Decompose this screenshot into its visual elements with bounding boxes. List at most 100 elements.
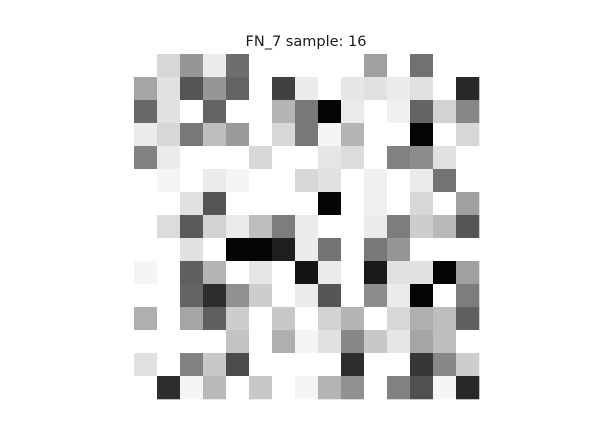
heatmap-cell-r4-c8: [318, 146, 342, 170]
heatmap-cell-r8-c14: [456, 238, 480, 262]
heatmap-cell-r0-c10: [364, 54, 388, 78]
heatmap-cell-r11-c2: [180, 307, 204, 331]
heatmap-cell-r8-c6: [272, 238, 296, 262]
heatmap-cell-r0-c2: [180, 54, 204, 78]
heatmap-cell-r1-c8: [318, 77, 342, 101]
heatmap-cell-r2-c10: [364, 100, 388, 124]
heatmap-cell-r1-c2: [180, 77, 204, 101]
heatmap-cell-r5-c12: [410, 169, 434, 193]
heatmap-cell-r5-c3: [203, 169, 227, 193]
heatmap-cell-r2-c3: [203, 100, 227, 124]
heatmap-cell-r2-c0: [134, 100, 158, 124]
heatmap-cell-r2-c14: [456, 100, 480, 124]
heatmap-cell-r13-c0: [134, 353, 158, 377]
heatmap-cell-r7-c11: [387, 215, 411, 239]
heatmap-cell-r10-c0: [134, 284, 158, 308]
heatmap-cell-r3-c10: [364, 123, 388, 147]
heatmap-cell-r3-c0: [134, 123, 158, 147]
heatmap-cell-r12-c11: [387, 330, 411, 354]
heatmap-cell-r6-c5: [249, 192, 273, 216]
heatmap-cell-r11-c1: [157, 307, 181, 331]
heatmap-cell-r0-c12: [410, 54, 434, 78]
heatmap-cell-r2-c9: [341, 100, 365, 124]
heatmap-cell-r0-c13: [433, 54, 457, 78]
heatmap-cell-r13-c6: [272, 353, 296, 377]
heatmap-cell-r9-c14: [456, 261, 480, 285]
heatmap-cell-r8-c3: [203, 238, 227, 262]
heatmap-cell-r10-c1: [157, 284, 181, 308]
heatmap-cell-r4-c3: [203, 146, 227, 170]
heatmap-cell-r13-c12: [410, 353, 434, 377]
heatmap-cell-r5-c6: [272, 169, 296, 193]
heatmap-cell-r14-c4: [226, 376, 250, 400]
heatmap-cell-r4-c10: [364, 146, 388, 170]
heatmap-cell-r14-c1: [157, 376, 181, 400]
heatmap-cell-r7-c9: [341, 215, 365, 239]
heatmap-cell-r5-c13: [433, 169, 457, 193]
heatmap-cell-r7-c12: [410, 215, 434, 239]
heatmap-cell-r4-c0: [134, 146, 158, 170]
heatmap-cell-r2-c12: [410, 100, 434, 124]
heatmap-cell-r3-c4: [226, 123, 250, 147]
heatmap-cell-r0-c11: [387, 54, 411, 78]
heatmap-cell-r8-c0: [134, 238, 158, 262]
heatmap-cell-r11-c4: [226, 307, 250, 331]
heatmap-cell-r6-c1: [157, 192, 181, 216]
heatmap-cell-r14-c2: [180, 376, 204, 400]
heatmap-cell-r11-c0: [134, 307, 158, 331]
heatmap-cell-r5-c0: [134, 169, 158, 193]
heatmap-cell-r0-c6: [272, 54, 296, 78]
heatmap-cell-r7-c1: [157, 215, 181, 239]
heatmap-cell-r9-c7: [295, 261, 319, 285]
heatmap-cell-r3-c6: [272, 123, 296, 147]
heatmap-cell-r10-c11: [387, 284, 411, 308]
heatmap-cell-r5-c4: [226, 169, 250, 193]
heatmap-cell-r0-c0: [134, 54, 158, 78]
heatmap-cell-r8-c1: [157, 238, 181, 262]
heatmap-cell-r4-c6: [272, 146, 296, 170]
heatmap-cell-r8-c12: [410, 238, 434, 262]
heatmap-cell-r6-c2: [180, 192, 204, 216]
heatmap-cell-r2-c13: [433, 100, 457, 124]
heatmap-cell-r6-c0: [134, 192, 158, 216]
heatmap-cell-r13-c10: [364, 353, 388, 377]
heatmap-cell-r3-c11: [387, 123, 411, 147]
heatmap-cell-r11-c9: [341, 307, 365, 331]
heatmap-cell-r9-c10: [364, 261, 388, 285]
heatmap-cell-r4-c11: [387, 146, 411, 170]
heatmap-cell-r4-c14: [456, 146, 480, 170]
heatmap-cell-r13-c4: [226, 353, 250, 377]
heatmap-cell-r10-c2: [180, 284, 204, 308]
heatmap-cell-r4-c13: [433, 146, 457, 170]
heatmap-cell-r4-c9: [341, 146, 365, 170]
heatmap-cell-r14-c9: [341, 376, 365, 400]
chart-title: FN_7 sample: 16: [246, 34, 367, 50]
heatmap-cell-r2-c8: [318, 100, 342, 124]
heatmap-cell-r12-c12: [410, 330, 434, 354]
heatmap-cell-r11-c10: [364, 307, 388, 331]
heatmap-cell-r8-c5: [249, 238, 273, 262]
heatmap-cell-r9-c3: [203, 261, 227, 285]
heatmap-cell-r11-c3: [203, 307, 227, 331]
heatmap-cell-r10-c5: [249, 284, 273, 308]
heatmap-cell-r1-c10: [364, 77, 388, 101]
heatmap-cell-r2-c6: [272, 100, 296, 124]
heatmap-cell-r13-c3: [203, 353, 227, 377]
heatmap-cell-r11-c8: [318, 307, 342, 331]
heatmap-cell-r5-c9: [341, 169, 365, 193]
heatmap-cell-r5-c10: [364, 169, 388, 193]
heatmap-cell-r6-c7: [295, 192, 319, 216]
heatmap-cell-r12-c13: [433, 330, 457, 354]
heatmap-cell-r8-c9: [341, 238, 365, 262]
heatmap-cell-r5-c5: [249, 169, 273, 193]
heatmap-cell-r6-c6: [272, 192, 296, 216]
heatmap-cell-r12-c6: [272, 330, 296, 354]
heatmap-cell-r7-c5: [249, 215, 273, 239]
heatmap-cell-r3-c9: [341, 123, 365, 147]
heatmap-cell-r1-c12: [410, 77, 434, 101]
heatmap-cell-r1-c7: [295, 77, 319, 101]
heatmap-cell-r1-c6: [272, 77, 296, 101]
heatmap-cell-r13-c1: [157, 353, 181, 377]
heatmap-cell-r2-c7: [295, 100, 319, 124]
